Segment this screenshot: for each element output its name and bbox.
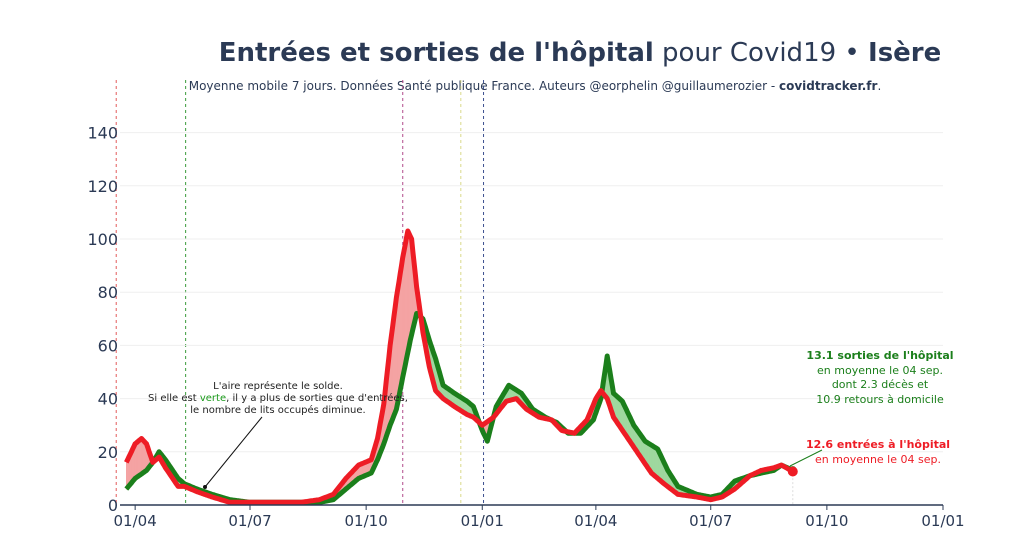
annotation-line-3: le nombre de lits occupés diminue.: [190, 404, 365, 416]
exits-callout-line-2: en moyenne le 04 sep.: [817, 364, 943, 377]
entries-callout-line-2: en moyenne le 04 sep.: [815, 453, 941, 466]
y-tick-label-5: 100: [87, 230, 118, 249]
exits-callout: 13.1 sorties de l'hôpital en moyenne le …: [806, 349, 953, 406]
x-tick-label-0: 01/04: [114, 512, 157, 530]
annotation-green-word: verte: [200, 393, 226, 404]
x-tick-label-2: 01/10: [345, 512, 388, 530]
chart-title: Entrées et sorties de l'hôpital pour Cov…: [219, 38, 942, 68]
title-mid: pour Covid19 •: [654, 38, 868, 68]
x-tick-label-6: 01/10: [805, 512, 848, 530]
y-tick-label-4: 80: [98, 283, 118, 302]
annotation-pointer: [204, 416, 263, 488]
x-tick-label-5: 01/07: [689, 512, 732, 530]
entries-last-point: [787, 466, 798, 477]
x-tick-label-7: 01/01: [921, 512, 964, 530]
annotation-line-2: Si elle est verte, il y a plus de sortie…: [148, 392, 408, 404]
y-tick-label-3: 60: [98, 336, 118, 355]
exits-callout-pointer: [789, 449, 823, 467]
subtitle-site: covidtracker.fr: [779, 79, 878, 93]
exits-callout-line-3: dont 2.3 décès et: [832, 378, 929, 391]
annotation-line-1: L'aire représente le solde.: [213, 380, 343, 392]
annotation-pointer-dot: [203, 485, 207, 489]
y-tick-label-2: 40: [98, 390, 118, 409]
series-lines: [124, 228, 798, 505]
x-tick-label-4: 01/04: [574, 512, 617, 530]
x-tick-label-3: 01/01: [461, 512, 504, 530]
exits-callout-line-1: 13.1 sorties de l'hôpital: [806, 349, 953, 362]
y-tick-label-7: 140: [87, 124, 118, 143]
y-tick-label-0: 0: [108, 496, 118, 515]
title-region: Isère: [868, 38, 941, 68]
y-tick-label-1: 20: [98, 443, 118, 462]
entries-callout-line-1: 12.6 entrées à l'hôpital: [806, 438, 950, 451]
entries-callout: 12.6 entrées à l'hôpital en moyenne le 0…: [806, 438, 950, 466]
annotation-line-2b: , il y a plus de sorties que d'entrées,: [226, 392, 408, 404]
chart-subtitle: Moyenne mobile 7 jours. Données Santé pu…: [189, 79, 882, 93]
y-tick-label-6: 120: [87, 177, 118, 196]
balance-annotation: L'aire représente le solde. Si elle est …: [148, 380, 408, 416]
title-bold: Entrées et sorties de l'hôpital: [219, 38, 654, 68]
subtitle-end: .: [877, 79, 881, 93]
x-tick-label-1: 01/07: [228, 512, 271, 530]
entries-line: [124, 228, 794, 505]
axes: 0 20 40 60 80 100 120 140 01/04 01/07 01/10 01/01 01…: [87, 124, 964, 530]
annotation-line-2a: Si elle est: [148, 393, 200, 404]
y-gridlines: [120, 132, 943, 453]
exits-callout-line-4: 10.9 retours à domicile: [816, 393, 944, 406]
